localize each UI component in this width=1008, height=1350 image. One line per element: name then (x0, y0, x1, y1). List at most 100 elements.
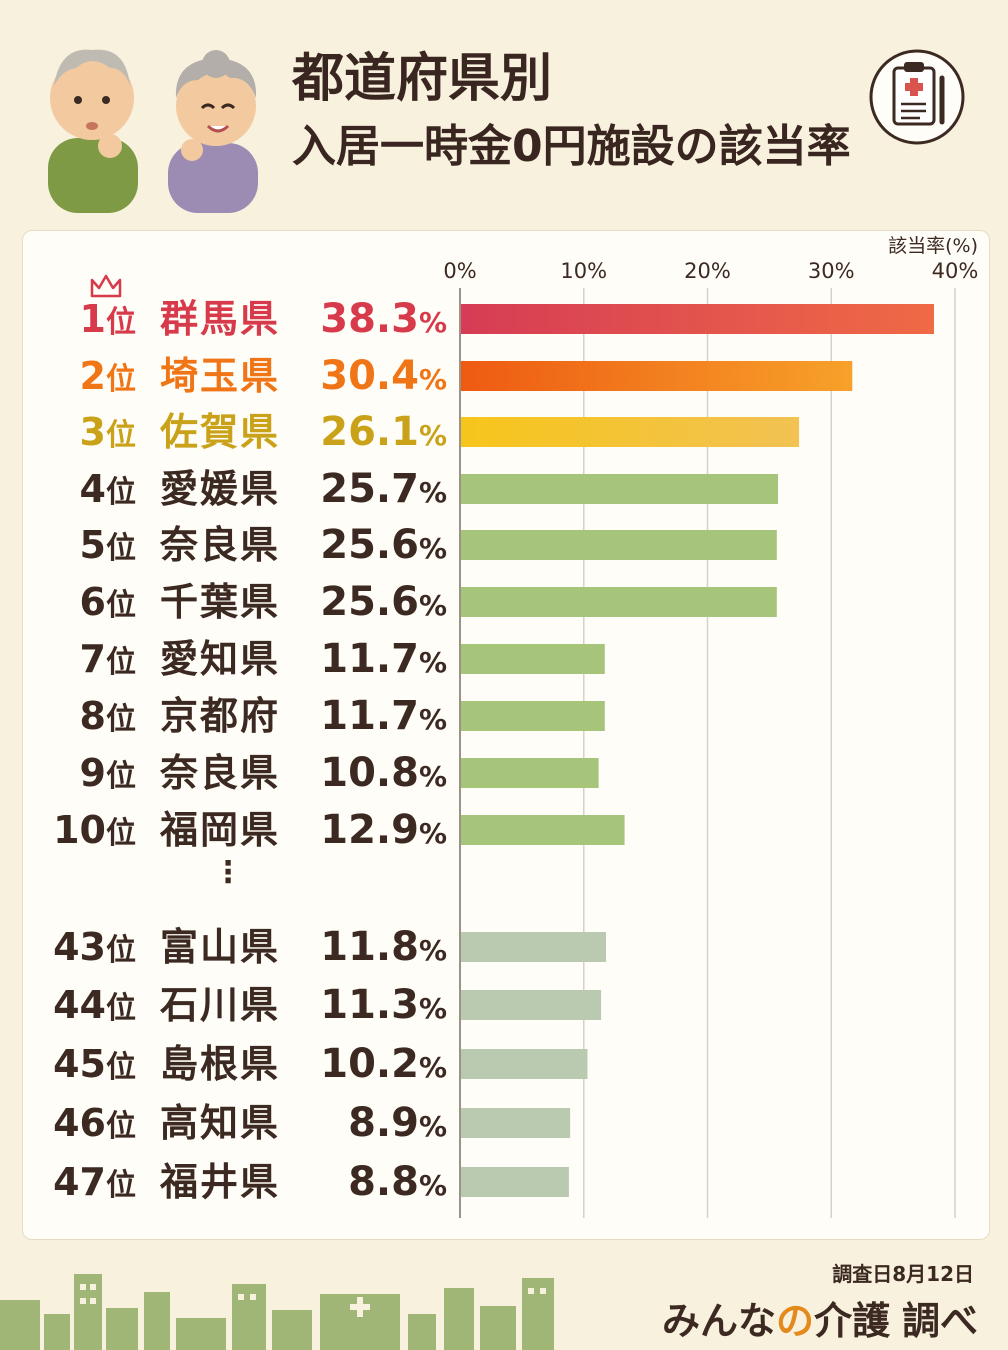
rank-label: 43位 (40, 919, 136, 979)
rank-label: 4位 (40, 461, 136, 521)
rank-suffix: 位 (106, 1109, 136, 1144)
rank-number: 9 (79, 751, 106, 795)
x-tick-label: 40% (932, 259, 979, 283)
rank-suffix: 位 (106, 531, 136, 566)
bar (461, 1049, 588, 1079)
value-unit: % (418, 532, 447, 565)
value-number: 10.2 (320, 1041, 419, 1087)
rank-suffix: 位 (106, 991, 136, 1026)
x-tick-label: 30% (808, 259, 855, 283)
value-label: 25.7% (300, 461, 447, 521)
survey-date: 調査日8月12日 (832, 1262, 974, 1286)
value-unit: % (418, 419, 447, 452)
rank-suffix: 位 (106, 759, 136, 794)
bar (461, 815, 625, 845)
rank-number: 7 (79, 637, 106, 681)
value-number: 25.7 (320, 466, 419, 512)
value-unit: % (418, 1110, 447, 1143)
prefecture-label: 石川県 (160, 983, 281, 1027)
value-unit: % (418, 760, 447, 793)
value-label: 25.6% (300, 574, 447, 634)
value-label: 11.7% (300, 631, 447, 691)
value-unit: % (418, 817, 447, 850)
prefecture-label: 愛媛県 (160, 467, 281, 511)
rank-number: 1 (79, 297, 106, 341)
title-line-2: 入居一時金0円施設の該当率 (292, 121, 851, 172)
value-unit: % (418, 306, 447, 339)
rank-number: 47 (53, 1160, 106, 1204)
brand-text-b: の (775, 1299, 814, 1343)
value-label: 8.9% (300, 1095, 447, 1155)
prefecture-label: 佐賀県 (160, 410, 281, 454)
bar (461, 1167, 569, 1197)
value-number: 12.9 (320, 807, 419, 853)
value-number: 11.3 (320, 982, 419, 1028)
rank-number: 8 (79, 694, 106, 738)
elderly-couple-illustration (48, 49, 258, 213)
rank-label: 45位 (40, 1036, 136, 1096)
rank-suffix: 位 (106, 305, 136, 340)
rank-suffix: 位 (106, 362, 136, 397)
rank-label: 3位 (40, 404, 136, 464)
value-number: 11.7 (320, 636, 419, 682)
value-label: 30.4% (300, 348, 447, 408)
value-label: 11.8% (300, 919, 447, 979)
value-number: 11.8 (320, 924, 419, 970)
bar (461, 758, 599, 788)
value-number: 26.1 (320, 409, 419, 455)
value-number: 38.3 (320, 296, 419, 342)
crown-icon (90, 274, 122, 298)
clipboard-icon (869, 49, 965, 145)
value-label: 38.3% (300, 291, 447, 351)
value-number: 25.6 (320, 522, 419, 568)
value-label: 10.8% (300, 745, 447, 805)
rank-number: 2 (79, 354, 106, 398)
value-unit: % (418, 1051, 447, 1084)
bar (461, 530, 777, 560)
rank-number: 44 (53, 983, 106, 1027)
city-skyline-illustration (0, 1274, 554, 1350)
value-unit: % (418, 1169, 447, 1202)
rank-number: 3 (79, 410, 106, 454)
title-line-1: 都道府県別 (292, 49, 553, 109)
value-label: 10.2% (300, 1036, 447, 1096)
value-unit: % (418, 589, 447, 622)
prefecture-label: 奈良県 (160, 751, 281, 795)
prefecture-label: 群馬県 (160, 297, 281, 341)
prefecture-label: 埼玉県 (160, 354, 281, 398)
rank-suffix: 位 (106, 1168, 136, 1203)
rank-suffix: 位 (106, 933, 136, 968)
rank-label: 10位 (40, 802, 136, 862)
rank-suffix: 位 (106, 418, 136, 453)
brand-text-a: みんな (661, 1299, 776, 1343)
bar (461, 701, 605, 731)
page-title: 都道府県別 入居一時金0円施設の該当率 (292, 44, 851, 178)
value-number: 8.9 (348, 1100, 419, 1146)
value-number: 25.6 (320, 579, 419, 625)
rank-label: 8位 (40, 688, 136, 748)
rank-label: 5位 (40, 517, 136, 577)
prefecture-label: 高知県 (160, 1101, 281, 1145)
brand-logo: みんなの介護 調べ (662, 1290, 978, 1345)
rank-suffix: 位 (106, 816, 136, 851)
prefecture-label: 福井県 (160, 1160, 281, 1204)
value-label: 8.8% (300, 1154, 447, 1214)
value-label: 26.1% (300, 404, 447, 464)
brand-text-c: 介護 (813, 1299, 890, 1343)
value-label: 11.3% (300, 977, 447, 1037)
value-unit: % (418, 476, 447, 509)
rank-label: 6位 (40, 574, 136, 634)
brand-text-d: 調べ (901, 1299, 978, 1343)
prefecture-label: 富山県 (160, 925, 281, 969)
value-unit: % (418, 703, 447, 736)
prefecture-label: 愛知県 (160, 637, 281, 681)
rank-number: 6 (79, 580, 106, 624)
bar (461, 304, 934, 334)
bar (461, 932, 607, 962)
rank-label: 44位 (40, 977, 136, 1037)
rank-label: 9位 (40, 745, 136, 805)
prefecture-label: 島根県 (160, 1042, 281, 1086)
bar (461, 644, 605, 674)
bar (461, 587, 777, 617)
axis-title: 該当率(%) (888, 235, 978, 257)
